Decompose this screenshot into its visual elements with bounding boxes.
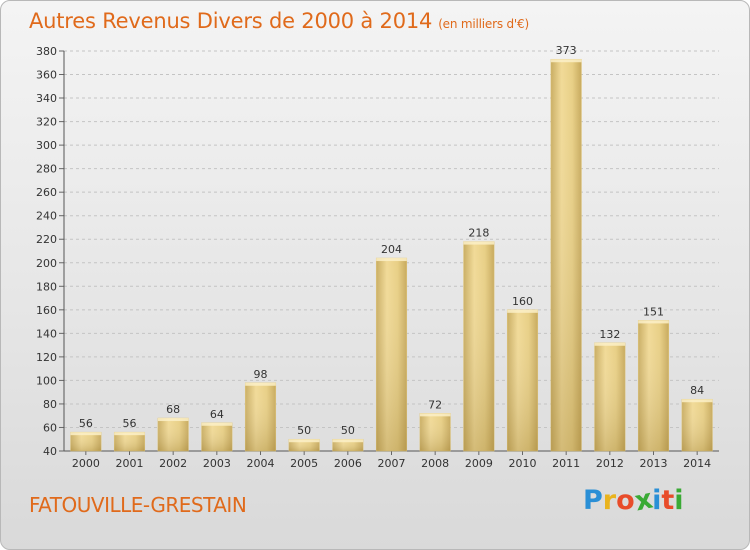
y-tick-label: 140 [36,327,57,340]
bar-top-highlight-2014 [681,399,713,403]
x-tick-label-2008: 2008 [421,457,449,470]
y-tick-label: 120 [36,351,57,364]
bar-top-highlight-2011 [550,59,582,63]
place-name: FATOUVILLE-GRESTAIN [29,493,247,517]
x-tick-label-2014: 2014 [683,457,711,470]
y-tick-label: 360 [36,69,57,82]
x-tick-label-2010: 2010 [509,457,537,470]
bar-top-highlight-2009 [463,241,495,245]
value-label-2003: 64 [210,408,224,421]
logo-letter: r [602,485,617,516]
bar-top-highlight-2013 [638,320,669,324]
y-tick-label: 340 [36,92,57,105]
bar-shade-2010 [507,309,538,451]
y-tick-label: 80 [43,398,57,411]
x-tick-label-2013: 2013 [640,457,668,470]
x-tick-label-2006: 2006 [334,457,362,470]
bar-top-highlight-2000 [70,432,102,436]
bar-shade-2009 [463,241,495,451]
bar-top-highlight-2004 [245,382,276,386]
x-tick-label-2009: 2009 [465,457,493,470]
value-label-2008: 72 [428,398,442,411]
bar-top-highlight-2001 [114,432,145,436]
y-tick-label: 280 [36,163,57,176]
value-label-2004: 98 [254,368,268,381]
bar-shade-2000 [70,432,102,451]
bar-top-highlight-2010 [507,309,538,313]
bar-shade-2002 [157,418,189,451]
value-label-2009: 218 [468,227,489,240]
value-label-2013: 151 [643,305,664,318]
bar-shade-2008 [419,413,451,451]
y-tick-label: 220 [36,233,57,246]
bar-shade-2005 [288,439,320,451]
y-tick-label: 200 [36,257,57,270]
bars [70,58,713,452]
bar-shade-2006 [332,439,364,451]
x-tick-label-2000: 2000 [72,457,100,470]
chart-title: Autres Revenus Divers de 2000 à 2014 (en … [29,9,529,33]
value-label-2010: 160 [512,295,533,308]
y-tick-label: 180 [36,280,57,293]
y-tick-label: 160 [36,304,57,317]
proxiti-logo[interactable]: Proxiti [583,484,684,518]
y-tick-label: 40 [43,445,57,458]
bar-shade-2001 [114,432,145,451]
x-tick-label-2002: 2002 [159,457,187,470]
value-labels: 56 56 68 64 98 50 50 204 72 218 160 373 132 151 84 [79,44,704,437]
value-label-2001: 56 [123,417,137,430]
value-label-2012: 132 [599,328,620,341]
bar-top-highlight-2002 [157,418,189,422]
bar-shade-2007 [376,258,407,451]
y-tick-label: 100 [36,374,57,387]
bar-shade-2011 [550,59,582,452]
y-tick-label: 60 [43,421,57,434]
bar-top-highlight-2007 [376,258,407,262]
bar-top-highlight-2005 [288,439,320,443]
x-tick-label-2003: 2003 [203,457,231,470]
y-tick-label: 380 [36,45,57,58]
value-label-2006: 50 [341,424,355,437]
value-label-2011: 373 [556,44,577,57]
x-tick-label-2004: 2004 [247,457,275,470]
logo-letter: t [661,485,675,516]
y-tick-label: 260 [36,186,57,199]
value-label-2005: 50 [297,424,311,437]
chart-subtitle: (en milliers d'€) [438,17,529,31]
value-label-2002: 68 [166,403,180,416]
y-tick-label: 320 [36,116,57,129]
x-tick-label-2001: 2001 [116,457,144,470]
bar-shade-2003 [201,422,233,451]
logo-letter: P [583,485,603,516]
bar-shade-2014 [681,399,713,451]
x-tick-label-2007: 2007 [378,457,406,470]
y-tick-label: 300 [36,139,57,152]
x-tick-label-2005: 2005 [290,457,318,470]
y-tick-label: 240 [36,210,57,223]
value-label-2007: 204 [381,243,402,256]
bar-shade-2013 [638,320,669,451]
x-tick-label-2012: 2012 [596,457,624,470]
bar-top-highlight-2008 [419,413,451,417]
value-label-2014: 84 [690,384,704,397]
logo-letter: i [674,485,684,516]
value-label-2000: 56 [79,417,93,430]
logo-letter: i [652,485,662,516]
chart-title-text: Autres Revenus Divers de 2000 à 2014 [29,9,433,33]
bar-top-highlight-2012 [594,342,626,346]
bar-shade-2004 [245,382,276,451]
bar-top-highlight-2006 [332,439,364,443]
x-tick-label-2011: 2011 [552,457,580,470]
logo-letter: o [616,485,635,516]
bar-top-highlight-2003 [201,422,233,426]
bar-shade-2012 [594,342,626,451]
